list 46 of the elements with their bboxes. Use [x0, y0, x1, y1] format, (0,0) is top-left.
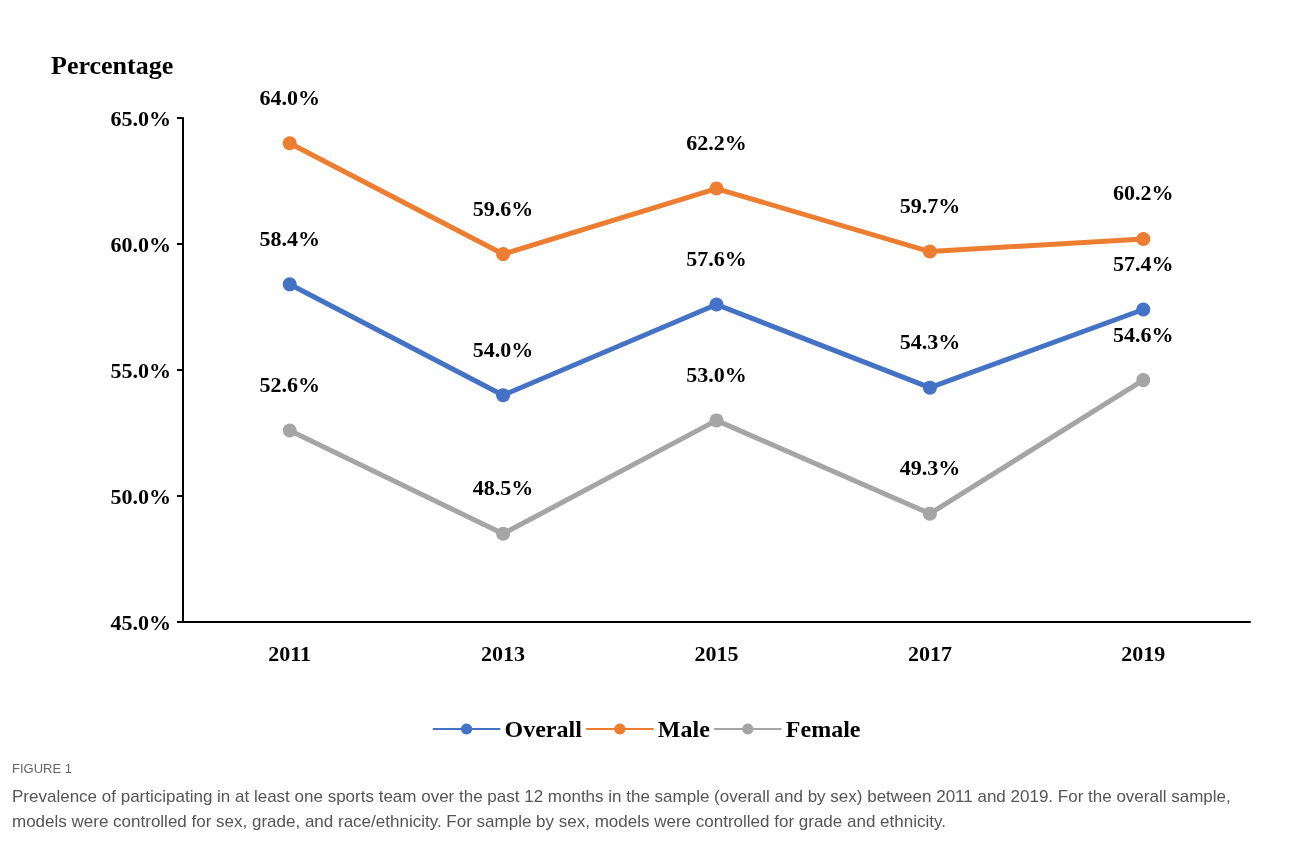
x-tick-label: 2019 [1121, 640, 1166, 666]
data-label: 59.7% [899, 193, 961, 219]
y-tick-label: 55.0% [110, 357, 171, 383]
legend-label: Male [657, 716, 711, 742]
point [922, 506, 937, 521]
y-tick-label: 50.0% [110, 483, 171, 509]
point [282, 277, 297, 292]
data-label: 54.0% [472, 336, 534, 362]
y-axis-title: Percentage [51, 50, 174, 80]
data-label: 53.0% [686, 361, 747, 387]
data-label: 57.6% [686, 245, 747, 271]
point [282, 136, 297, 151]
point [496, 526, 511, 541]
data-label: 49.3% [899, 455, 961, 481]
text: Prevalence of participating in at least one sports team over the past 12 months in the sample (overall and by sex) between 2011 and 2019. For the overall sample, models were controlled for sex, grade, and race/ethnicity. For sample by sex, models were controlled for grade and ethnicity. [12, 787, 1236, 831]
data-label: 60.2% [1113, 180, 1174, 206]
point [922, 380, 937, 395]
caption: FIGURE 1 [12, 761, 72, 776]
y-tick-label: 65.0% [110, 105, 171, 131]
point [709, 181, 724, 196]
y-tick-label: 60.0% [110, 231, 171, 257]
legend-label: Female [785, 716, 861, 742]
data-label: 57.4% [1113, 251, 1174, 277]
point [282, 423, 297, 438]
x-tick-label: 2013 [481, 640, 526, 666]
data-label: 48.5% [472, 475, 534, 501]
point [709, 297, 724, 312]
point [1136, 231, 1151, 246]
data-label: 62.2% [686, 130, 747, 156]
point [1136, 373, 1151, 388]
data-label: 59.6% [472, 195, 534, 221]
x-tick-label: 2011 [268, 640, 312, 666]
point [496, 388, 511, 403]
data-label: 58.4% [259, 225, 320, 251]
legend-label: Overall [504, 716, 583, 742]
point [922, 244, 937, 259]
y-tick-label: 45.0% [110, 609, 171, 635]
data-label: 54.6% [1113, 321, 1174, 347]
data-label: 54.3% [899, 329, 961, 355]
point [1136, 302, 1151, 317]
point [709, 413, 724, 428]
x-tick-label: 2017 [907, 640, 952, 666]
x-tick-label: 2015 [694, 640, 739, 666]
point [496, 247, 511, 262]
data-label: 64.0% [259, 84, 320, 110]
data-label: 52.6% [259, 371, 320, 397]
